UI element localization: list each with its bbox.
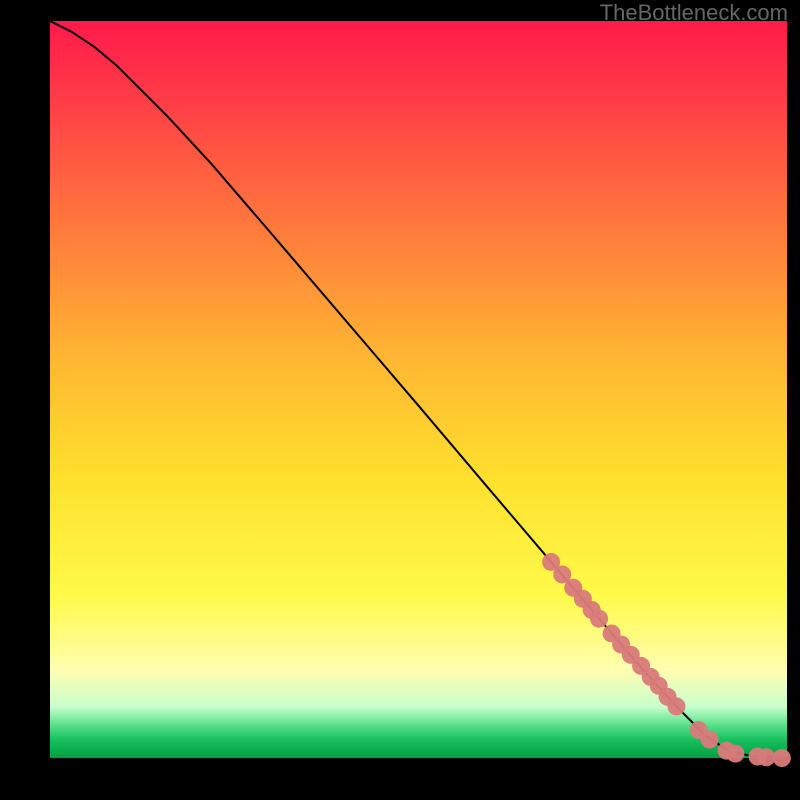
- marker-dot: [726, 745, 744, 763]
- marker-dot: [667, 697, 685, 715]
- marker-dot: [590, 610, 608, 628]
- marker-dot: [757, 748, 775, 766]
- marker-dot: [773, 749, 791, 767]
- chart-svg: [0, 0, 800, 800]
- plot-background: [50, 21, 787, 758]
- watermark-text: TheBottleneck.com: [600, 0, 788, 26]
- marker-dot: [701, 731, 719, 749]
